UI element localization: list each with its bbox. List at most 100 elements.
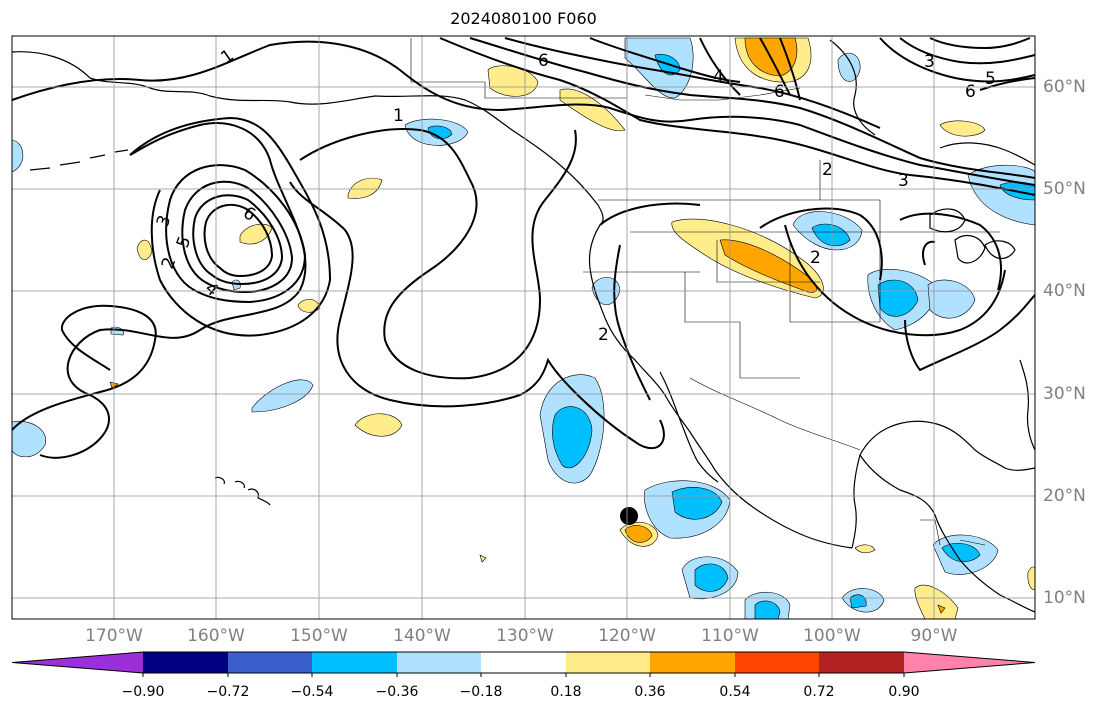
mexico-south: [859, 454, 1036, 613]
lon-label: 170°W: [85, 626, 143, 646]
contour-line: [504, 37, 881, 129]
storm-marker: [620, 507, 638, 525]
lon-label: 140°W: [393, 626, 451, 646]
colorbar-tick-label: −0.54: [290, 684, 334, 700]
fill-blue: [849, 594, 867, 609]
lon-label: 130°W: [496, 626, 554, 646]
contour-line: [899, 37, 1036, 65]
canada-coast: [829, 39, 876, 136]
fill-orange: [719, 239, 817, 293]
colorbar-tick-label: −0.36: [375, 684, 419, 700]
contour-line: [929, 37, 1031, 50]
contour-line: [469, 37, 1036, 179]
fill-light-blue: [251, 379, 314, 413]
contour-label: 4: [713, 67, 724, 87]
lat-label: 60°N: [1043, 77, 1086, 97]
fill-yellow: [136, 239, 153, 261]
fill-blue: [552, 406, 593, 469]
great-lakes-2: [954, 234, 986, 264]
fill-blue: [877, 279, 919, 317]
hudson-area: [939, 142, 1036, 166]
contour-line: [129, 116, 332, 337]
contour-label: 6: [538, 51, 549, 71]
gridlines: [12, 36, 1035, 619]
baja: [659, 371, 719, 483]
colorbar-tick-label: −0.18: [459, 684, 503, 700]
fill-yellow: [939, 120, 986, 137]
fill-yellow: [854, 544, 876, 554]
fill-yellow: [479, 554, 487, 563]
fill-blue: [694, 563, 729, 592]
borders: [410, 38, 1000, 546]
colorbar-tick-label: 0.72: [803, 684, 835, 700]
colorbar-tick-label: −0.72: [206, 684, 250, 700]
contour-line: [904, 294, 1036, 372]
contour-line: [699, 37, 801, 101]
contour-line: [784, 224, 1006, 337]
lon-label: 150°W: [290, 626, 348, 646]
contour-line: [289, 181, 665, 450]
fill-light-blue: [231, 279, 241, 291]
fill-yellow: [354, 413, 403, 437]
contour-line: [192, 194, 284, 286]
gulf-coast: [851, 420, 1036, 549]
plot-area: [12, 36, 1035, 619]
contour-line: [181, 180, 294, 294]
contour-line: [922, 240, 936, 266]
lat-label: 30°N: [1043, 384, 1086, 404]
plot-frame: [11, 35, 1036, 620]
fill-orange: [937, 604, 946, 614]
lon-label: 90°W: [910, 626, 958, 646]
contour-label: 3: [898, 171, 909, 191]
lat-label: 40°N: [1043, 281, 1086, 301]
contour-line: [599, 202, 701, 401]
us-west-coast: [588, 224, 853, 549]
florida: [1019, 359, 1036, 451]
fill-orange: [624, 525, 653, 543]
fill-yellow: [559, 88, 626, 132]
contour-line: [439, 37, 1036, 196]
contour-lines: [11, 37, 1036, 459]
anomaly-fills: [11, 37, 1036, 620]
contour-line: [11, 40, 1036, 186]
contour-label: 2: [810, 248, 821, 268]
lat-label: 20°N: [1043, 486, 1086, 506]
contour-line: [759, 207, 883, 281]
contour-line: [589, 37, 741, 83]
contour-label: 2: [822, 160, 833, 180]
fill-light-blue: [927, 279, 976, 319]
fill-yellow: [297, 299, 321, 313]
contour-label: 5: [985, 69, 996, 89]
coastlines: [11, 39, 1036, 613]
colorbar-tick-label: 0.90: [888, 684, 920, 700]
contour-line: [899, 212, 1002, 291]
fill-blue: [427, 125, 453, 140]
contour-line: [203, 203, 274, 278]
contour-label: 3: [924, 52, 935, 72]
contour-line: [165, 164, 307, 304]
lat-label: 50°N: [1043, 179, 1086, 199]
contour-line: [11, 304, 157, 431]
colorbar-tick-label: 0.18: [550, 684, 582, 700]
colorbar-tick-label: 0.36: [634, 684, 666, 700]
colorbar-tick-label: −0.90: [121, 684, 165, 700]
contour-line: [979, 77, 1036, 91]
alaska-coast: [11, 51, 604, 226]
lon-label: 100°W: [803, 626, 861, 646]
contour-label: 6: [774, 82, 785, 102]
lat-label: 10°N: [1043, 588, 1086, 608]
contour-label: 1: [393, 106, 404, 126]
contour-label: 6: [965, 82, 976, 102]
aleutians: [29, 149, 129, 171]
lon-label: 160°W: [187, 626, 245, 646]
fill-blue: [671, 487, 723, 520]
lon-label: 110°W: [701, 626, 759, 646]
fill-light-blue: [11, 420, 47, 458]
fill-blue: [811, 223, 851, 247]
lon-label: 120°W: [598, 626, 656, 646]
contour-line: [879, 37, 1036, 83]
contour-label: 2: [598, 325, 609, 345]
colorbar-tick-label: 0.54: [719, 684, 751, 700]
fill-blue: [754, 600, 781, 620]
